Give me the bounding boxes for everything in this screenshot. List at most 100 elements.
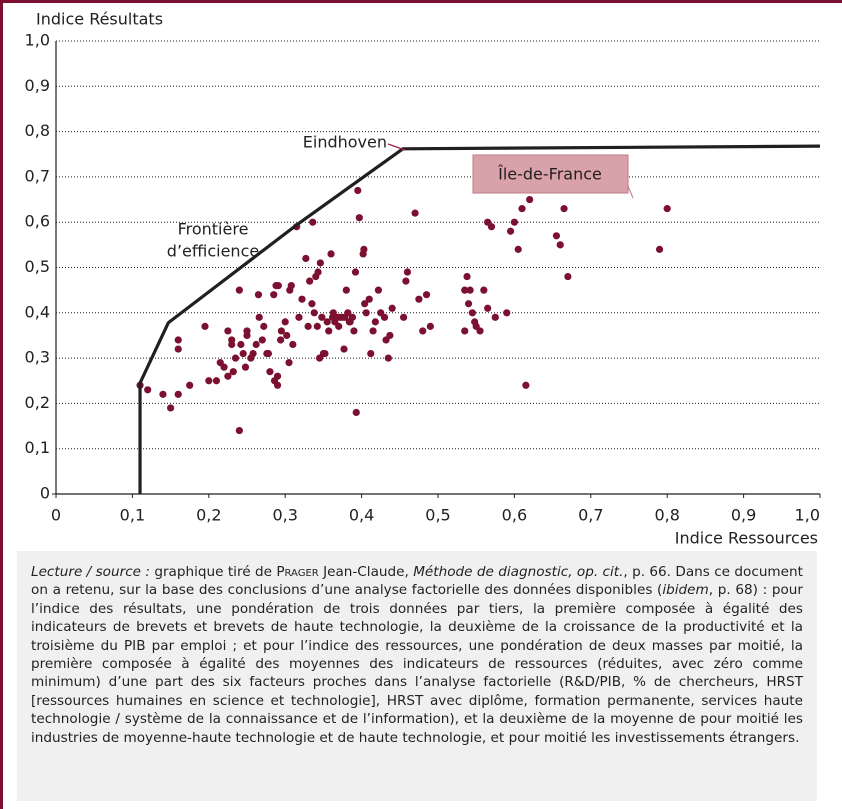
caption-run: , p. 66. Dans ce document on a retenu, s… xyxy=(31,564,803,599)
data-point xyxy=(360,245,368,253)
data-point xyxy=(484,304,492,312)
data-point xyxy=(367,349,375,358)
data-point xyxy=(480,286,488,294)
data-point xyxy=(351,268,360,276)
data-point xyxy=(552,232,561,240)
data-point xyxy=(144,386,152,394)
data-point xyxy=(174,345,182,353)
y-tick-label: 0,1 xyxy=(25,438,50,457)
data-point xyxy=(564,272,572,281)
data-point xyxy=(350,327,358,335)
data-point xyxy=(560,205,568,213)
data-point xyxy=(327,250,335,258)
data-point xyxy=(310,309,318,317)
data-point xyxy=(314,268,322,276)
y-tick-label: 0,5 xyxy=(25,257,50,276)
x-tick-label: 0,3 xyxy=(272,506,297,525)
data-point xyxy=(464,300,473,308)
x-tick-label: 0,2 xyxy=(196,506,221,525)
data-point xyxy=(283,331,291,340)
data-point xyxy=(281,318,289,326)
data-point xyxy=(663,205,671,213)
data-point xyxy=(287,282,295,290)
data-point xyxy=(277,327,285,335)
data-point xyxy=(274,282,282,290)
data-point xyxy=(362,309,370,317)
data-point xyxy=(415,295,423,303)
data-point xyxy=(411,209,419,217)
data-point xyxy=(491,313,499,321)
annotation-box xyxy=(472,154,629,194)
data-point xyxy=(403,268,412,276)
data-point xyxy=(224,372,232,380)
data-point xyxy=(304,322,312,330)
x-tick-label: 0,5 xyxy=(425,506,450,525)
data-point xyxy=(369,327,377,335)
y-tick-label: 0,3 xyxy=(25,348,50,367)
annotation: Eindhoven xyxy=(303,133,387,152)
data-point xyxy=(255,313,263,321)
data-point xyxy=(380,313,389,321)
caption-run: Jean-Claude, xyxy=(318,564,414,580)
data-point xyxy=(237,340,245,349)
data-point xyxy=(655,245,664,253)
leader-line xyxy=(627,185,634,199)
data-point xyxy=(388,304,396,312)
caption-run: graphique tiré de xyxy=(149,564,277,580)
data-point xyxy=(556,241,564,249)
caption-run: Prager xyxy=(276,564,319,580)
data-point xyxy=(309,218,317,226)
data-point xyxy=(266,368,274,376)
data-point xyxy=(273,372,282,380)
data-point xyxy=(340,345,348,353)
data-point xyxy=(254,291,263,299)
data-point xyxy=(476,327,484,335)
data-point xyxy=(344,309,352,317)
data-point xyxy=(463,272,471,281)
data-point xyxy=(295,313,303,321)
data-point xyxy=(308,300,316,308)
x-tick-label: 0,6 xyxy=(502,506,527,525)
data-point xyxy=(174,336,182,344)
data-point xyxy=(264,349,272,358)
data-point xyxy=(224,327,232,335)
data-point xyxy=(365,295,373,303)
data-point xyxy=(239,349,247,358)
data-point xyxy=(361,300,369,308)
data-point xyxy=(306,277,314,285)
x-axis-label: Indice Ressources xyxy=(675,529,818,548)
data-point xyxy=(518,205,526,213)
data-point xyxy=(506,227,515,235)
data-point xyxy=(321,349,329,358)
data-point xyxy=(487,223,496,231)
data-point xyxy=(510,218,518,226)
y-tick-label: 1,0 xyxy=(25,31,50,50)
data-point xyxy=(241,363,250,371)
caption-run: ibidem xyxy=(662,582,709,599)
data-point xyxy=(258,336,266,344)
caption-run: , p. 68) : pour l’indice des résultats, … xyxy=(31,582,804,746)
data-point xyxy=(374,286,383,294)
data-point xyxy=(335,322,343,330)
data-point xyxy=(231,354,240,362)
data-point xyxy=(220,363,228,371)
data-point xyxy=(352,408,360,417)
data-point xyxy=(186,381,194,389)
caption: Lecture / source : graphique tiré de Pra… xyxy=(17,551,817,801)
data-point xyxy=(526,195,534,204)
x-tick-label: 0,9 xyxy=(731,506,756,525)
data-point xyxy=(402,277,410,285)
data-point xyxy=(466,286,474,294)
y-tick-label: 0,2 xyxy=(25,393,50,412)
data-point xyxy=(325,327,333,335)
data-point xyxy=(514,245,522,253)
data-point xyxy=(503,309,511,317)
data-point xyxy=(342,286,350,294)
x-tick-label: 0,7 xyxy=(578,506,603,525)
data-point xyxy=(260,322,268,330)
data-point xyxy=(235,286,243,294)
data-point xyxy=(461,327,469,335)
y-tick-label: 0,6 xyxy=(25,212,50,231)
